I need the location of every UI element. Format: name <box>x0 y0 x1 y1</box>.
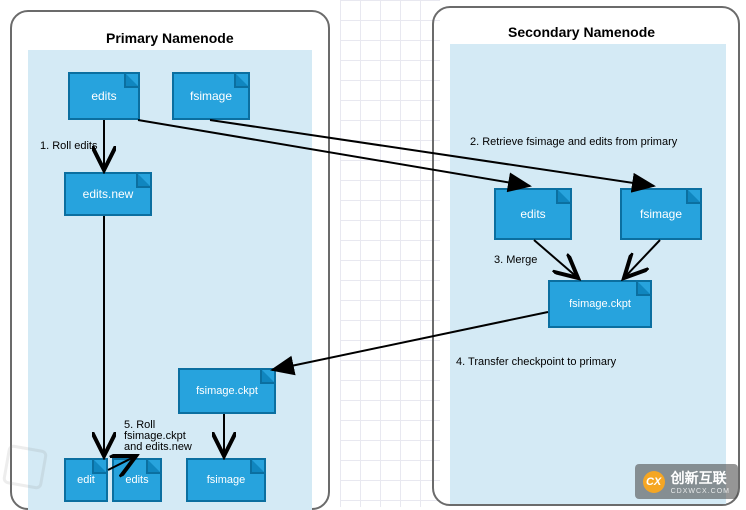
box-label: fsimage.ckpt <box>196 385 258 397</box>
grid-background <box>340 0 440 507</box>
logo-icon: CX <box>643 471 665 493</box>
box-s-edits: edits <box>494 188 572 240</box>
label-3: 3. Merge <box>494 254 537 266</box>
box-p-fsimage2: fsimage <box>186 458 266 502</box>
box-p-edit: edit <box>64 458 108 502</box>
box-label: edit <box>77 474 95 486</box>
box-label: fsimage.ckpt <box>569 298 631 310</box>
box-label: fsimage <box>207 474 246 486</box>
box-p-edits: edits <box>68 72 140 120</box>
logo-text: 创新互联 <box>671 470 727 486</box>
logo-text-wrap: 创新互联 CDXWCX.COM <box>671 468 730 495</box>
box-label: fsimage <box>190 89 232 103</box>
label-5: 5. Roll fsimage.ckpt and edits.new <box>124 420 192 453</box>
label-4: 4. Transfer checkpoint to primary <box>456 356 616 368</box>
box-label: edits <box>520 207 545 221</box>
box-label: edits.new <box>83 187 134 201</box>
box-label: fsimage <box>640 207 682 221</box>
label-1: 1. Roll edits <box>40 140 97 152</box>
primary-title: Primary Namenode <box>106 30 234 46</box>
watermark-icon <box>2 444 48 490</box>
label-2: 2. Retrieve fsimage and edits from prima… <box>470 136 677 148</box>
logo-sub: CDXWCX.COM <box>671 488 730 495</box>
box-p-edits-new: edits.new <box>64 172 152 216</box>
box-p-ckpt: fsimage.ckpt <box>178 368 276 414</box>
box-label: edits <box>125 474 148 486</box>
box-p-edits2: edits <box>112 458 162 502</box>
box-label: edits <box>91 89 116 103</box>
secondary-panel-bg <box>450 44 726 504</box>
box-p-fsimage: fsimage <box>172 72 250 120</box>
box-s-fsimage: fsimage <box>620 188 702 240</box>
box-s-ckpt: fsimage.ckpt <box>548 280 652 328</box>
brand-logo: CX 创新互联 CDXWCX.COM <box>635 464 738 499</box>
secondary-title: Secondary Namenode <box>508 24 655 40</box>
logo-icon-text: CX <box>646 476 661 488</box>
